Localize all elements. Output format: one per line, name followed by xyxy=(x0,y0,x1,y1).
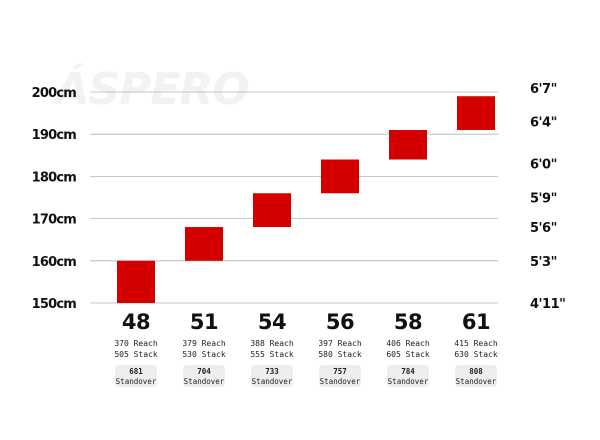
height-range-bar xyxy=(185,227,223,261)
stack-value: 605 Stack xyxy=(386,350,430,359)
stack-value: 580 Stack xyxy=(318,350,362,359)
y-tick-label-right: 5'9" xyxy=(530,192,557,207)
standover-badge: 757 Standover xyxy=(319,365,361,387)
y-tick-label-right: 5'3" xyxy=(530,255,557,270)
standover-value: 704 xyxy=(197,367,211,376)
height-range-bar xyxy=(389,129,427,160)
stack-value: 505 Stack xyxy=(114,350,158,359)
stack-value: 530 Stack xyxy=(182,350,226,359)
reach-value: 370 Reach xyxy=(114,339,158,348)
geometry-values: 379 Reach 530 Stack xyxy=(164,338,244,360)
stack-value: 555 Stack xyxy=(250,350,294,359)
frame-size-label: 58 xyxy=(393,310,423,334)
reach-value: 388 Reach xyxy=(250,339,294,348)
standover-badge: 808 Standover xyxy=(455,365,497,387)
standover-label: Standover xyxy=(251,376,293,386)
standover-label: Standover xyxy=(387,376,429,386)
standover-value: 784 xyxy=(401,367,415,376)
standover-badge: 784 Standover xyxy=(387,365,429,387)
standover-label: Standover xyxy=(319,376,361,386)
y-tick-label-right: 6'4" xyxy=(530,116,557,131)
stack-value: 630 Stack xyxy=(454,350,498,359)
y-tick-label-left: 160cm xyxy=(32,255,77,270)
standover-badge: 704 Standover xyxy=(183,365,225,387)
standover-value: 808 xyxy=(469,367,483,376)
geometry-values: 406 Reach 605 Stack xyxy=(368,338,448,360)
y-tick-label-left: 200cm xyxy=(32,86,77,101)
frame-size-label: 56 xyxy=(325,310,355,334)
y-tick-label-right: 5'6" xyxy=(530,221,557,236)
geometry-values: 415 Reach 630 Stack xyxy=(436,338,516,360)
geometry-values: 370 Reach 505 Stack xyxy=(96,338,176,360)
standover-value: 681 xyxy=(129,367,143,376)
y-tick-label-right: 6'7" xyxy=(530,82,557,97)
frame-size-label: 51 xyxy=(189,310,219,334)
reach-value: 415 Reach xyxy=(454,339,498,348)
standover-value: 733 xyxy=(265,367,279,376)
height-range-bar xyxy=(253,193,291,228)
y-tick-label-left: 190cm xyxy=(32,128,77,143)
standover-value: 757 xyxy=(333,367,347,376)
height-range-bar xyxy=(457,96,495,130)
standover-label: Standover xyxy=(183,376,225,386)
height-range-bar xyxy=(117,260,155,303)
y-tick-label-right: 4'11" xyxy=(530,297,565,312)
geometry-values: 397 Reach 580 Stack xyxy=(300,338,380,360)
height-range-bar xyxy=(321,159,359,194)
y-tick-label-right: 6'0" xyxy=(530,158,557,173)
y-tick-label-left: 150cm xyxy=(32,297,77,312)
geometry-values: 388 Reach 555 Stack xyxy=(232,338,312,360)
reach-value: 406 Reach xyxy=(386,339,430,348)
reach-value: 379 Reach xyxy=(182,339,226,348)
standover-label: Standover xyxy=(115,376,157,386)
standover-badge: 681 Standover xyxy=(115,365,157,387)
frame-size-label: 61 xyxy=(461,310,491,334)
frame-size-label: 54 xyxy=(257,310,287,334)
frame-size-label: 48 xyxy=(121,310,151,334)
reach-value: 397 Reach xyxy=(318,339,362,348)
standover-label: Standover xyxy=(455,376,497,386)
standover-badge: 733 Standover xyxy=(251,365,293,387)
y-tick-label-left: 170cm xyxy=(32,213,77,228)
chart-title: ÁSPERO xyxy=(52,62,248,115)
y-tick-label-left: 180cm xyxy=(32,170,77,185)
